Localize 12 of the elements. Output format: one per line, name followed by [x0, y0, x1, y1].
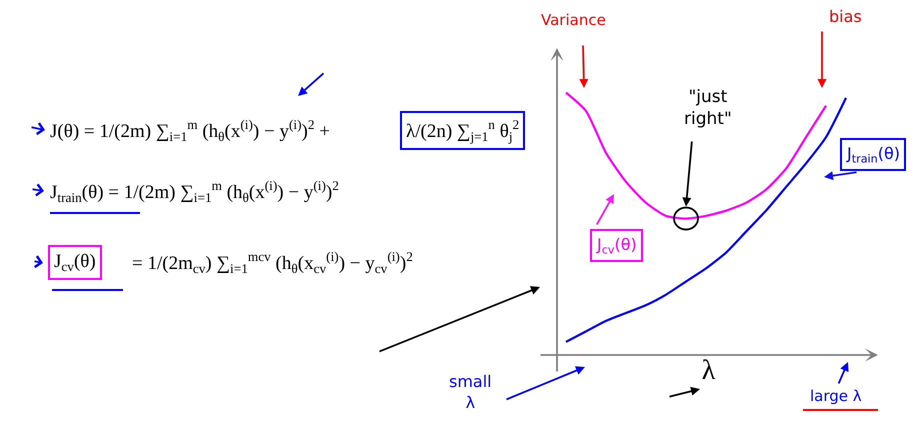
text: J(θ) = 1/(2m) ∑$_{i=1}$$^{m}$ (h$_{θ}$(x$^{(i)}$) − y$^{(i)}$)$^{2}$ + — [50, 117, 330, 144]
series-label: J$_{train}$(θ) — [846, 144, 900, 166]
text: = 1/(2m$_{cv}$) ∑$_{i=1}$$^{mcv}$ (h$_{θ}$(x$_{cv}$$^{(i)}$) − y$_{cv}$$^{(i)}$)$^{2}$ — [132, 249, 413, 276]
text: Variance — [541, 11, 606, 29]
series-label: J$_{cv}$(θ) — [596, 235, 637, 256]
text: J$_{train}$(θ) = 1/(2m) ∑$_{i=1}$$^{m}$ (h$_{θ}$(x$^{(i)}$) − y$^{(i)}$)$^{2}$ — [50, 178, 339, 205]
x-axis-title: λ — [702, 355, 716, 386]
text: small λ — [449, 372, 492, 412]
annotation: "just right" — [684, 87, 732, 130]
text: J$_{cv}$(θ) — [54, 251, 96, 274]
text: bias — [829, 7, 862, 26]
text: large λ — [810, 387, 862, 405]
